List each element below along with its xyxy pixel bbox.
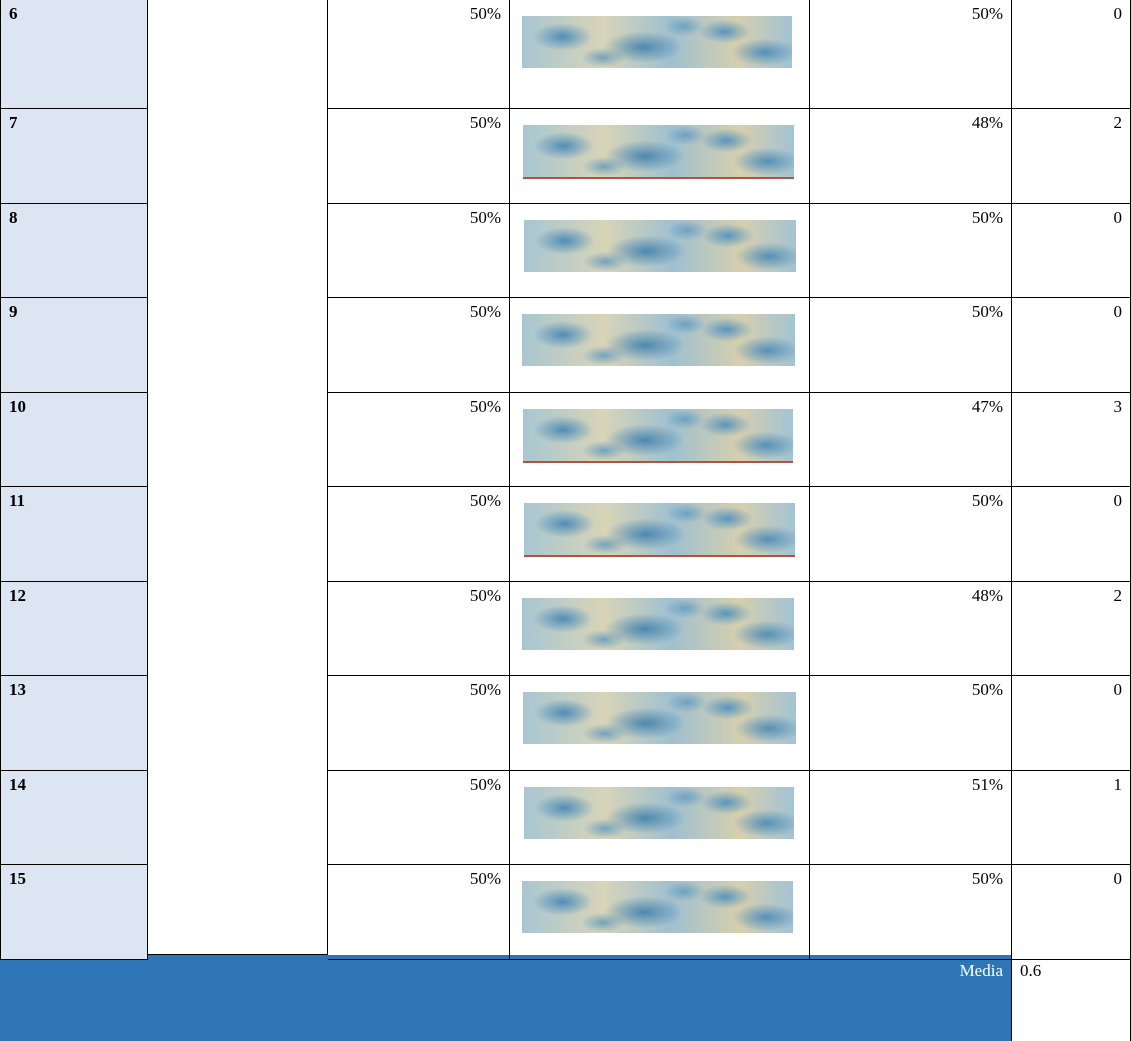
measured-percent: 50% — [810, 298, 1012, 393]
image-cell — [510, 203, 810, 298]
difference: 0 — [1012, 298, 1131, 393]
image-cell — [510, 298, 810, 393]
target-percent: 50% — [328, 581, 510, 676]
footer-value: 0.6 — [1012, 955, 1131, 1041]
row-number: 15 — [0, 865, 148, 960]
measured-percent: 50% — [810, 487, 1012, 582]
difference: 3 — [1012, 392, 1131, 487]
difference: 0 — [1012, 487, 1131, 582]
difference: 0 — [1012, 0, 1131, 109]
row-number: 11 — [0, 487, 148, 582]
difference: 1 — [1012, 770, 1131, 865]
sample-image — [523, 408, 793, 463]
row-number: 7 — [0, 109, 148, 204]
empty-column — [148, 0, 328, 955]
row-number: 10 — [0, 392, 148, 487]
target-percent: 50% — [328, 203, 510, 298]
sample-image — [522, 597, 794, 650]
difference: 0 — [1012, 203, 1131, 298]
row-number: 9 — [0, 298, 148, 393]
target-percent: 50% — [328, 0, 510, 109]
image-cell — [510, 109, 810, 204]
target-percent: 50% — [328, 676, 510, 771]
measured-percent: 51% — [810, 770, 1012, 865]
image-cell — [510, 0, 810, 109]
measured-percent: 48% — [810, 109, 1012, 204]
target-percent: 50% — [328, 487, 510, 582]
row-number: 14 — [0, 770, 148, 865]
measured-percent: 50% — [810, 865, 1012, 960]
target-percent: 50% — [328, 770, 510, 865]
measured-percent: 50% — [810, 0, 1012, 109]
sample-image — [522, 881, 793, 933]
sample-image — [522, 16, 792, 68]
row-number: 8 — [0, 203, 148, 298]
target-percent: 50% — [328, 298, 510, 393]
image-cell — [510, 770, 810, 865]
row-number: 6 — [0, 0, 148, 109]
target-percent: 50% — [328, 109, 510, 204]
measured-percent: 50% — [810, 676, 1012, 771]
measured-percent: 48% — [810, 581, 1012, 676]
image-cell — [510, 865, 810, 960]
row-number: 13 — [0, 676, 148, 771]
measured-percent: 47% — [810, 392, 1012, 487]
sample-image — [524, 503, 795, 557]
difference: 2 — [1012, 581, 1131, 676]
image-cell — [510, 392, 810, 487]
image-cell — [510, 676, 810, 771]
target-percent: 50% — [328, 865, 510, 960]
difference: 2 — [1012, 109, 1131, 204]
sample-image — [524, 786, 794, 839]
sample-image — [523, 692, 796, 744]
difference: 0 — [1012, 865, 1131, 960]
sample-image — [522, 314, 795, 366]
measured-percent: 50% — [810, 203, 1012, 298]
difference: 0 — [1012, 676, 1131, 771]
sample-image — [524, 219, 796, 272]
sample-image — [523, 125, 794, 179]
image-cell — [510, 581, 810, 676]
image-cell — [510, 487, 810, 582]
target-percent: 50% — [328, 392, 510, 487]
row-number: 12 — [0, 581, 148, 676]
footer-label: Media — [0, 955, 1012, 1041]
